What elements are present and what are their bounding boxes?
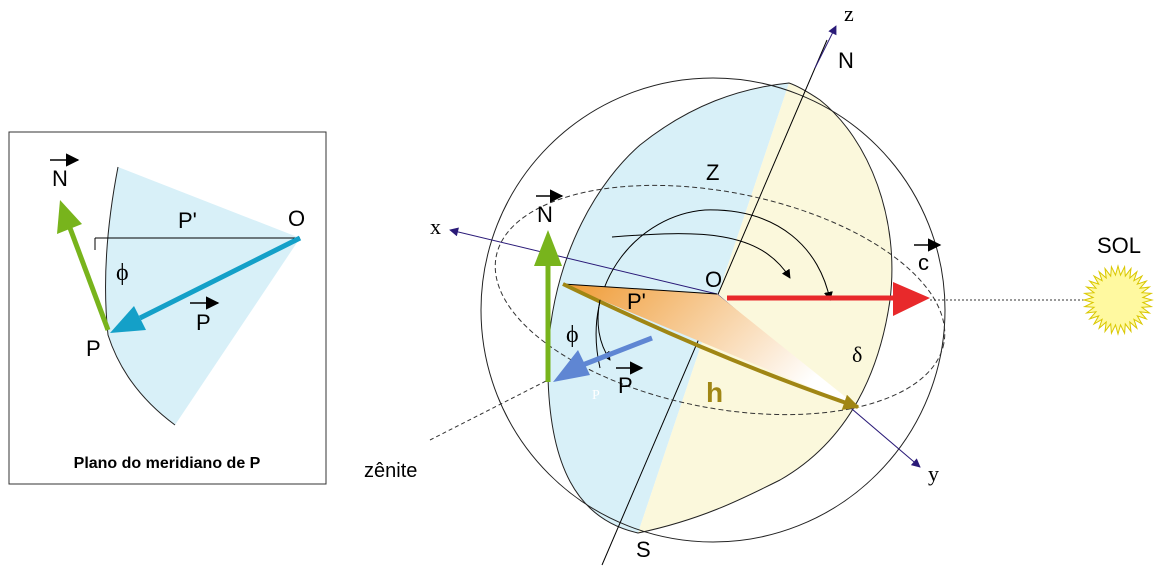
h-arc <box>562 282 860 410</box>
arc-z-angle-inner <box>611 233 791 279</box>
meridian-inset: N P' O ϕ P P Plano do meridiano de P <box>8 131 327 485</box>
label-p-prime: P' <box>627 289 646 314</box>
inset-label-p: P <box>86 336 101 361</box>
label-phi: ϕ <box>566 322 579 348</box>
label-p-vec: P <box>618 373 633 398</box>
inset-label-o: O <box>288 206 305 231</box>
label-o: O <box>705 267 722 292</box>
zenith-ray <box>429 379 549 441</box>
axis-z-arrow <box>814 25 837 69</box>
inset-label-n: N <box>52 166 68 191</box>
h-plane-edge-top <box>562 283 718 295</box>
label-n-vec: N <box>537 202 553 227</box>
equator-dashed <box>494 184 946 416</box>
h-plane-triangle <box>563 284 858 407</box>
label-p-point: P <box>592 388 600 403</box>
inset-label-phi: ϕ <box>116 260 129 286</box>
vector-c-head <box>893 282 930 316</box>
inset-vector-n-head <box>57 200 82 234</box>
label-delta: δ <box>852 342 862 367</box>
axis-label-z: z <box>844 1 854 26</box>
inset-vector-p <box>138 235 302 321</box>
axis-label-y: y <box>928 461 939 486</box>
pole-label-south: S <box>636 537 651 562</box>
vector-n-head <box>534 230 562 266</box>
inset-caption: Plano do meridiano de P <box>74 455 261 472</box>
sun-icon <box>1082 264 1154 336</box>
inset-label-p-prime: P' <box>178 208 197 233</box>
celestial-sphere: z x y N S Z O N c P' ϕ P P h δ zênite <box>364 1 1090 566</box>
label-z-angle: Z <box>706 160 719 185</box>
axis-x <box>449 227 718 295</box>
sun-label: SOL <box>1097 233 1141 258</box>
vector-p-head <box>553 350 590 382</box>
sun: SOL <box>1082 233 1154 336</box>
meridian-ellipse-outline <box>547 82 893 534</box>
label-h: h <box>706 377 723 408</box>
inset-vector-p-head <box>110 306 146 333</box>
axis-label-x: x <box>430 214 441 239</box>
label-zenite: zênite <box>364 460 417 482</box>
pole-label-north: N <box>838 48 854 73</box>
meridian-yellow-half <box>638 83 892 533</box>
inset-vector-n <box>67 227 111 331</box>
label-c-vec: c <box>918 250 929 275</box>
inset-meridian-sector <box>105 167 301 425</box>
sphere-outline <box>480 77 946 543</box>
vector-p <box>579 335 653 369</box>
inset-label-p-vec: P <box>196 310 211 335</box>
